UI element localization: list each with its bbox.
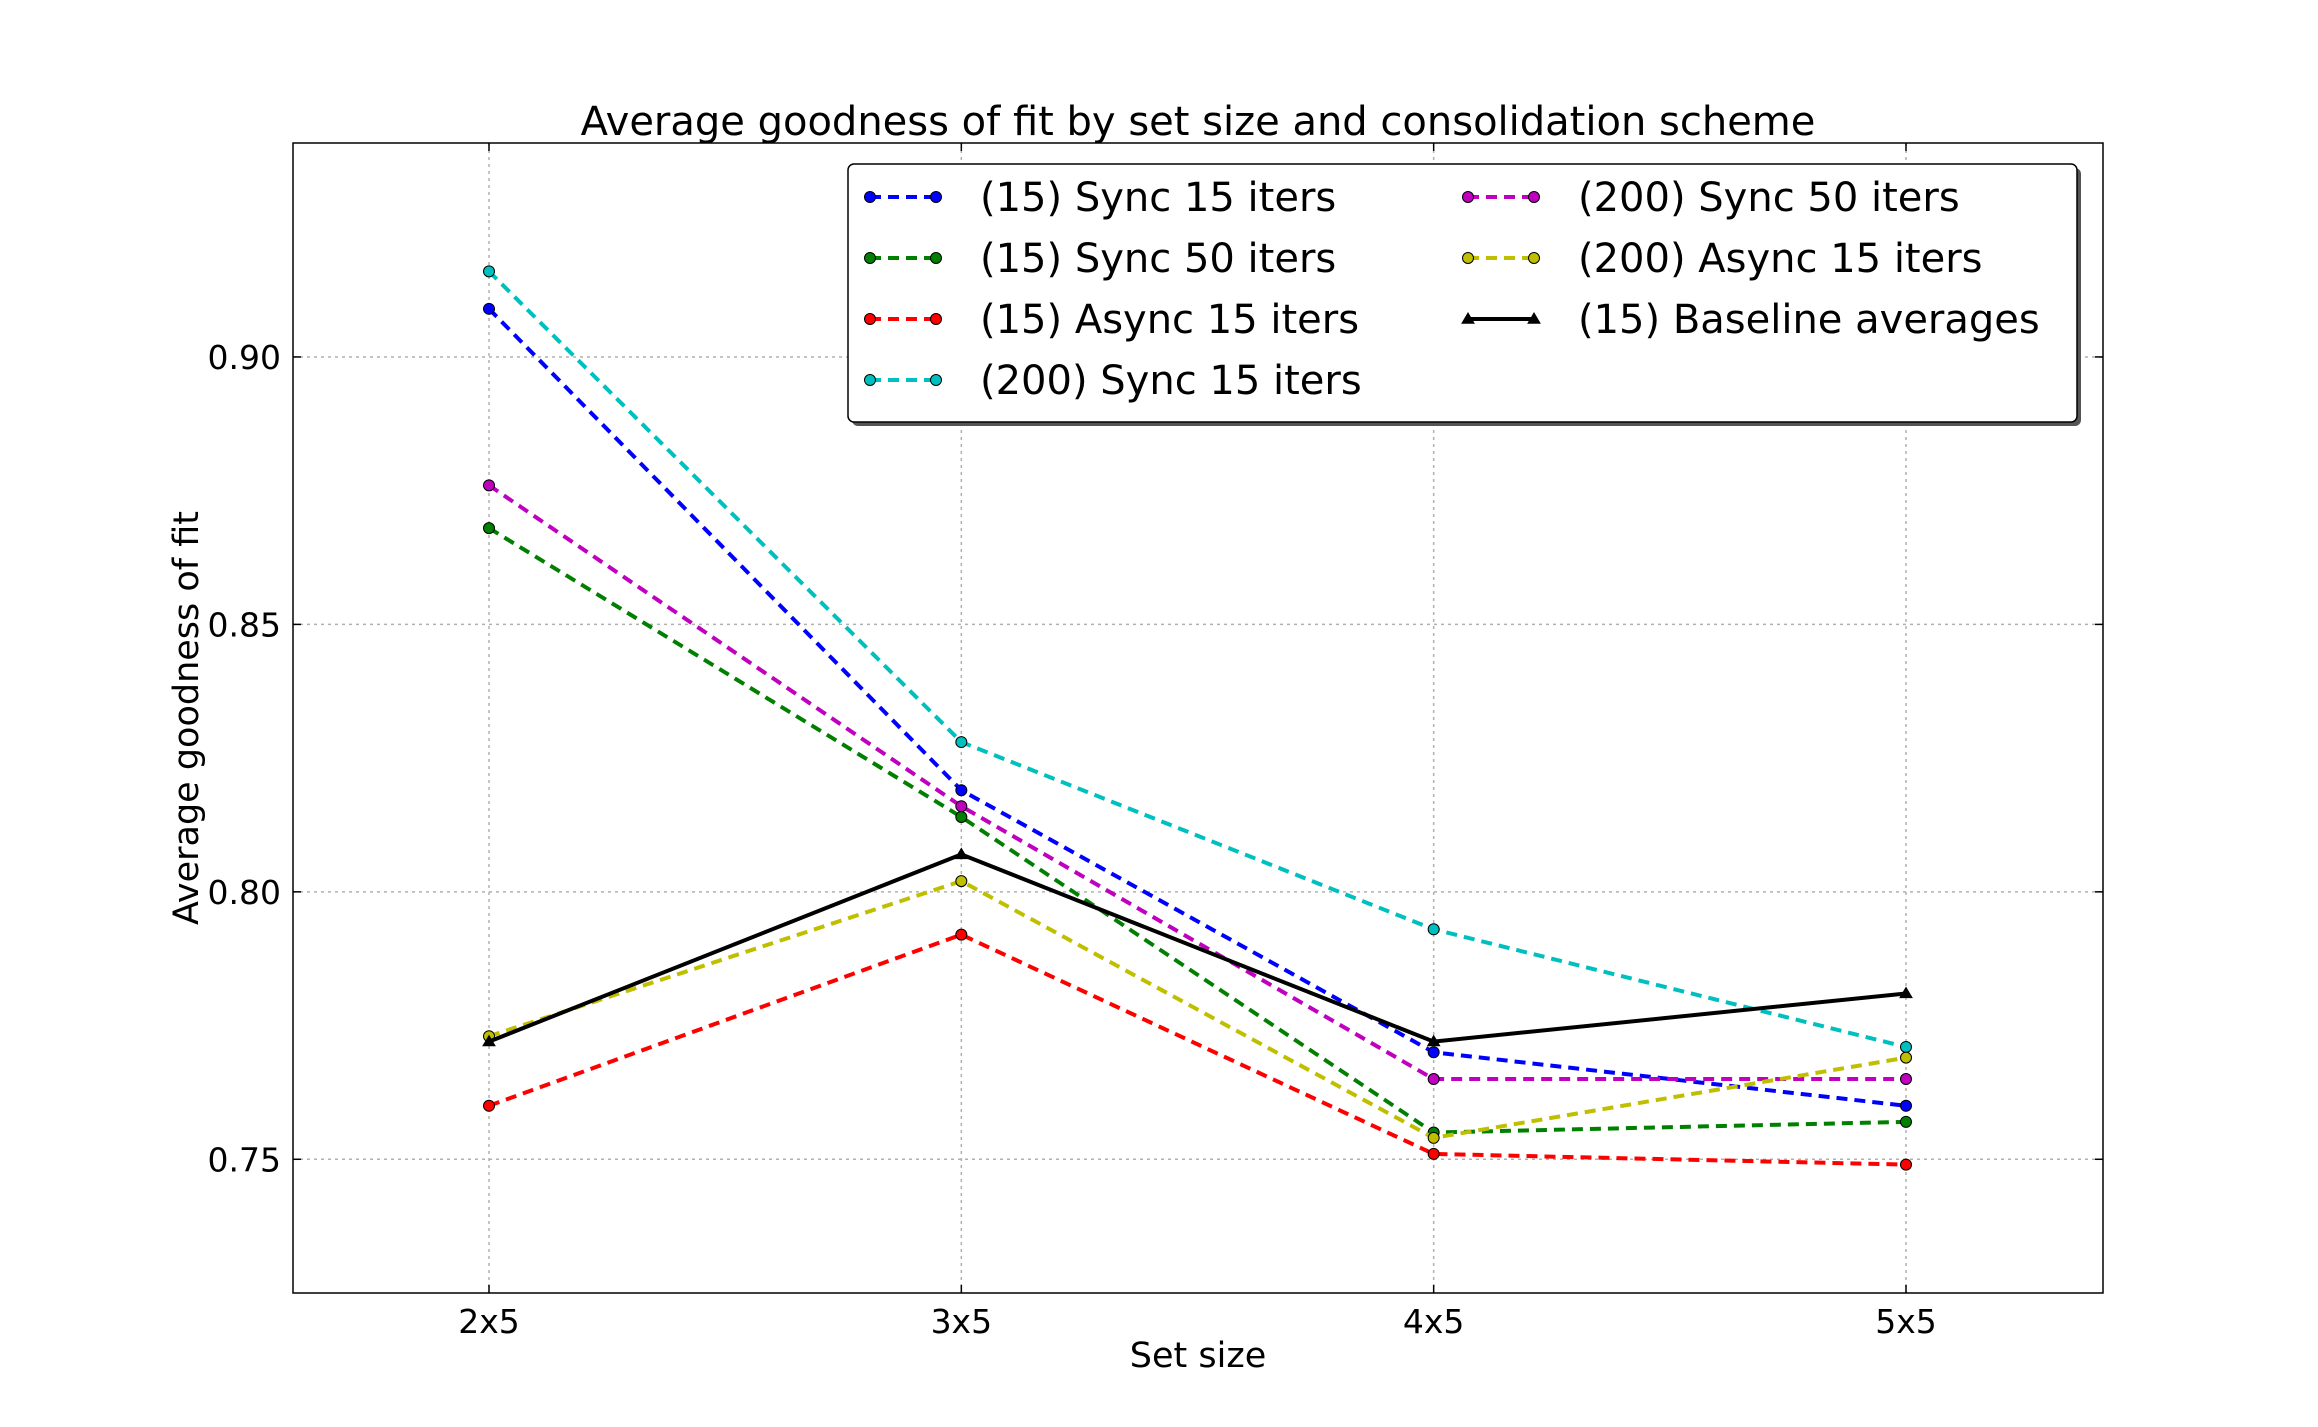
data-point xyxy=(1900,1073,1912,1086)
y-tick-label: 0.75 xyxy=(208,1140,281,1179)
series-2 xyxy=(483,928,1912,1171)
legend-marker xyxy=(930,191,942,203)
data-point xyxy=(1900,1158,1912,1171)
legend-marker xyxy=(1528,191,1540,203)
legend-marker xyxy=(930,313,942,325)
data-point xyxy=(1900,1040,1912,1053)
series-line xyxy=(488,932,1907,1167)
x-axis-title: Set size xyxy=(1130,1336,1266,1376)
series-layer xyxy=(482,265,1913,1171)
plot-frame xyxy=(292,142,2104,1294)
data-point xyxy=(1427,1073,1440,1086)
data-point xyxy=(955,928,968,941)
data-point xyxy=(1427,923,1440,936)
data-point xyxy=(483,302,495,315)
legend-label: (15) Sync 50 iters xyxy=(980,236,1336,282)
series-line xyxy=(488,852,1907,1044)
y-tick-label: 0.85 xyxy=(208,605,281,644)
legend-label: (15) Async 15 iters xyxy=(980,297,1359,343)
data-point xyxy=(483,265,495,278)
series-3 xyxy=(483,265,1912,1053)
legend-label: (15) Sync 15 iters xyxy=(980,175,1336,221)
legend-marker xyxy=(1462,191,1474,203)
data-point xyxy=(1427,1046,1440,1059)
data-point xyxy=(1900,1051,1912,1064)
legend-label: (200) Sync 50 iters xyxy=(1578,175,1960,221)
x-tick-label: 2x5 xyxy=(458,1302,520,1341)
data-point xyxy=(483,1099,495,1112)
legend-marker xyxy=(1527,312,1541,324)
legend-marker xyxy=(930,374,942,386)
data-point xyxy=(954,847,969,860)
legend-marker xyxy=(864,252,876,264)
legend-item: (15) Async 15 iters xyxy=(864,297,1359,343)
legend-marker xyxy=(864,374,876,386)
data-point xyxy=(482,1034,496,1047)
legend-item: (15) Baseline averages xyxy=(1461,297,2040,343)
series-line xyxy=(488,878,1907,1140)
series-5 xyxy=(483,875,1912,1144)
legend-marker xyxy=(1461,312,1475,324)
legend-marker xyxy=(930,252,942,264)
legend-item: (15) Sync 15 iters xyxy=(864,175,1336,221)
y-axis: 0.75 0.80 0.85 0.90 xyxy=(208,338,2103,1179)
legend-item: (200) Async 15 iters xyxy=(1462,236,1983,282)
series-4 xyxy=(483,479,1912,1086)
data-point xyxy=(955,736,968,749)
data-point xyxy=(483,522,495,535)
series-line xyxy=(487,526,1907,1135)
data-point xyxy=(483,479,495,492)
x-axis: 2x5 3x5 4x5 5x5 xyxy=(458,143,1937,1341)
data-point xyxy=(1899,986,1913,999)
data-point xyxy=(955,784,968,797)
legend-box xyxy=(847,163,2078,423)
data-point xyxy=(1427,1131,1440,1144)
chart-title: Average goodness of fit by set size and … xyxy=(581,99,1816,145)
x-tick-label: 4x5 xyxy=(1403,1302,1465,1341)
legend-label: (15) Baseline averages xyxy=(1578,297,2040,343)
series-0 xyxy=(483,302,1912,1112)
legend-marker xyxy=(864,191,876,203)
series-line xyxy=(487,483,1906,1082)
data-point xyxy=(955,875,968,888)
series-6 xyxy=(482,847,1913,1047)
legend-item: (15) Sync 50 iters xyxy=(864,236,1336,282)
legend-marker xyxy=(1528,252,1540,264)
x-tick-label: 3x5 xyxy=(931,1302,993,1341)
series-line xyxy=(487,269,1907,1049)
legend-label: (200) Sync 15 iters xyxy=(980,358,1362,404)
data-point xyxy=(955,800,968,813)
y-axis-title: Average goodness of fit xyxy=(167,511,207,925)
legend-marker xyxy=(1462,252,1474,264)
data-point xyxy=(1426,1034,1441,1047)
legend-marker xyxy=(864,313,876,325)
data-point xyxy=(1900,1115,1912,1128)
legend-label: (200) Async 15 iters xyxy=(1578,236,1983,282)
data-point xyxy=(955,810,968,823)
data-point xyxy=(1900,1099,1912,1112)
x-tick-label: 5x5 xyxy=(1875,1302,1937,1341)
data-point xyxy=(1427,1147,1440,1160)
legend-item: (200) Sync 15 iters xyxy=(864,358,1362,404)
series-line xyxy=(487,307,1907,1108)
legend-item: (200) Sync 50 iters xyxy=(1462,175,1960,221)
y-tick-label: 0.80 xyxy=(208,873,281,912)
y-tick-label: 0.90 xyxy=(208,338,281,377)
legend: (15) Sync 15 iters (15) Sync 50 iters (15)… xyxy=(847,163,2081,426)
